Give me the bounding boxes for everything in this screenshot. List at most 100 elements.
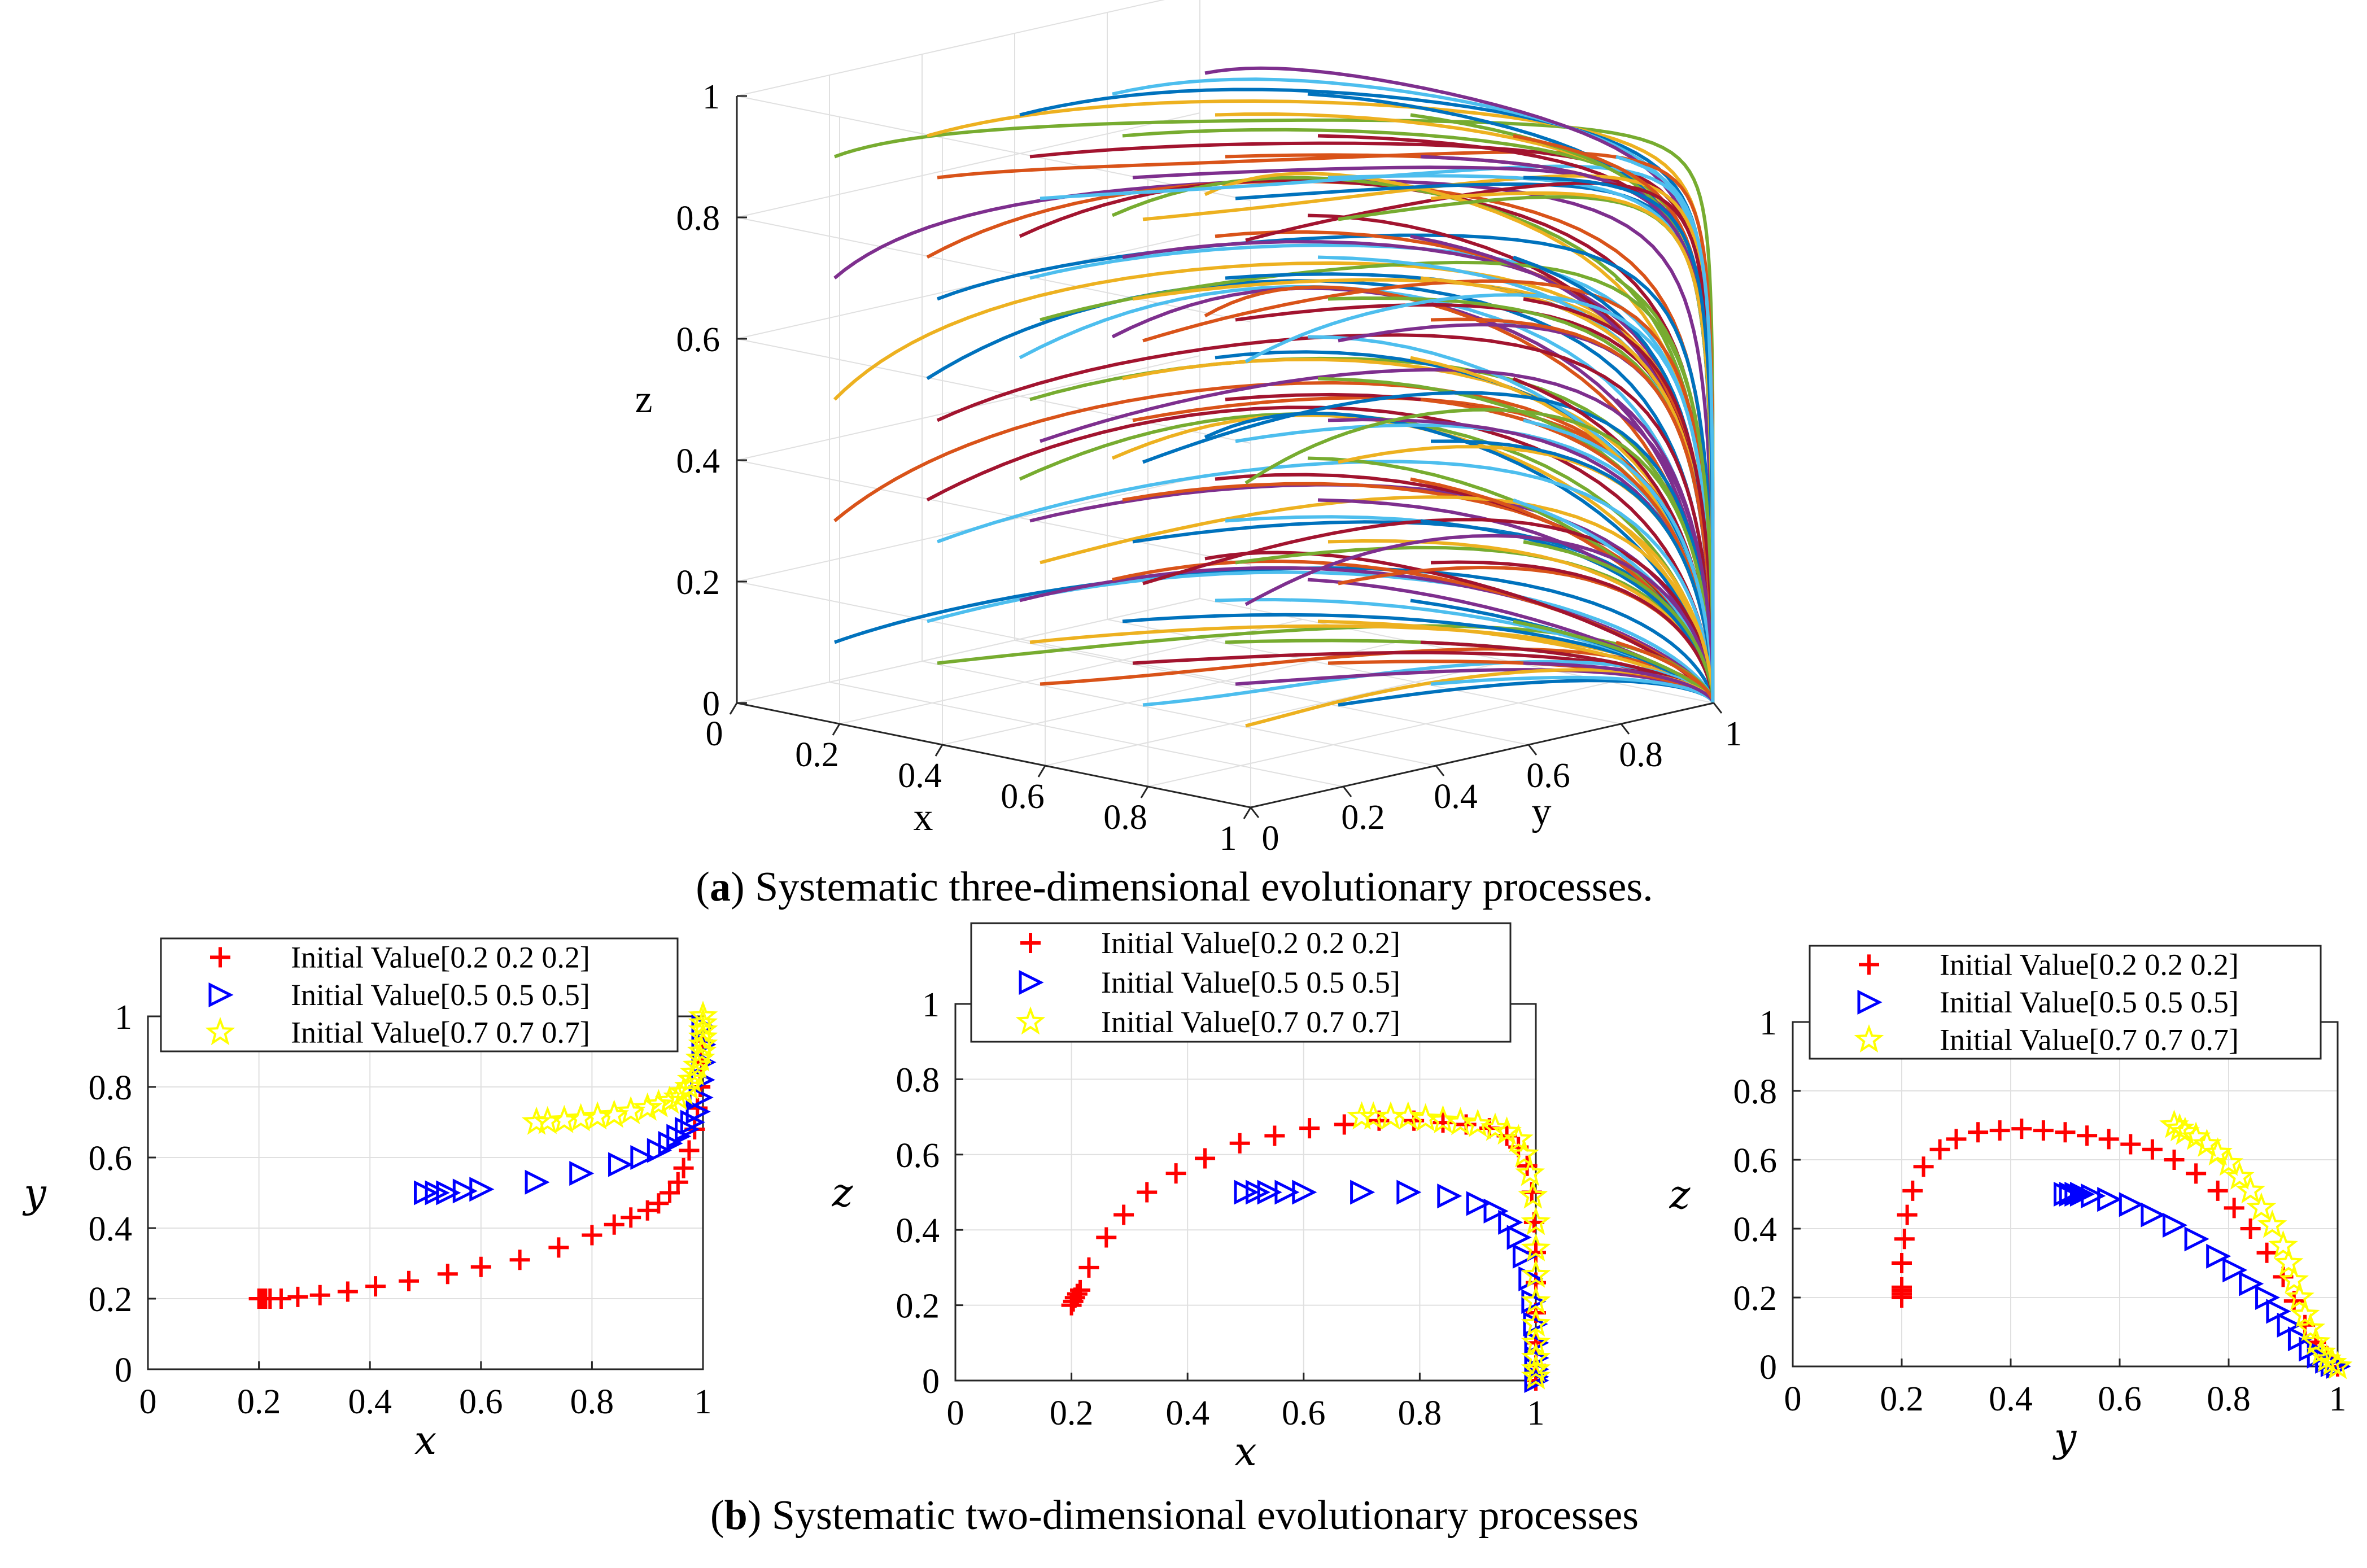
marker-star [1521, 1353, 1551, 1382]
x-axis-label: x [414, 1417, 436, 1464]
marker-star [1521, 1259, 1551, 1288]
x-tick [934, 744, 944, 757]
marker-triangle [1506, 1225, 1532, 1250]
marker-triangle [1483, 1198, 1509, 1224]
marker-triangle [469, 1177, 495, 1202]
marker-star [2203, 1137, 2233, 1166]
marker-star [2306, 1336, 2337, 1366]
x-tick-label: 0.6 [459, 1383, 503, 1421]
y-tick [1250, 807, 1260, 818]
grid-line [922, 661, 1436, 766]
x-tick-label: 1 [2329, 1380, 2347, 1418]
y-tick-label: 0.6 [896, 1137, 940, 1175]
marker-star [688, 1007, 718, 1036]
marker-plus [1894, 1229, 1915, 1250]
marker-plus [437, 1264, 458, 1285]
marker-plus [1264, 1125, 1285, 1146]
caption-b: (b) Systematic two-dimensional evolution… [710, 1492, 1639, 1539]
panel-b1-xy-plot: 00 0.2 0.2 0.4 0.4 0.6 0.6 0.8 0.8 1 1 x y Initial Va… [22, 937, 718, 1464]
marker-plus [2164, 1150, 2185, 1170]
marker-plus [679, 1140, 700, 1161]
grid-line [736, 95, 1251, 201]
y-tick-label: 0.8 [1619, 736, 1663, 774]
caption-b-text: Systematic two-dimensional evolutionary … [761, 1492, 1639, 1539]
marker-plus [399, 1270, 420, 1291]
marker-star [549, 1104, 579, 1133]
marker-plus [637, 1200, 658, 1221]
x-axis-label: x [914, 796, 933, 839]
x-tick-label: 0.4 [1165, 1394, 1209, 1432]
marker-plus [1859, 954, 1879, 975]
y-tick-label: 0 [1262, 819, 1279, 858]
grid-line [736, 581, 1251, 687]
x-tick-label: 0 [947, 1394, 964, 1432]
marker-plus [287, 1286, 308, 1307]
marker-triangle [1274, 1180, 1300, 1205]
marker-star [1015, 1006, 1046, 1035]
x-axis-line [736, 702, 1251, 809]
marker-triangle [1437, 1183, 1462, 1209]
y-tick-label: 0.4 [1434, 778, 1478, 816]
marker-plus [2033, 1120, 2054, 1141]
marker-star [566, 1103, 596, 1132]
x-tick-label: 0.8 [570, 1383, 614, 1421]
marker-plus [1897, 1204, 1918, 1225]
x-axis-label: y [2052, 1414, 2077, 1461]
marker-star [1410, 1103, 1441, 1132]
marker-plus [270, 1289, 291, 1309]
y-tick-label: 0 [922, 1362, 940, 1401]
z-tick-label: 0.8 [676, 199, 720, 238]
x-tick-label: 1 [1220, 819, 1237, 858]
grid-line [1045, 661, 1509, 766]
x-tick-label: 0 [139, 1383, 157, 1421]
x-tick [1243, 807, 1252, 819]
marker-plus [1892, 1277, 1912, 1298]
series-triangle-right [2054, 1181, 2351, 1379]
x-tick-label: 0 [706, 715, 723, 753]
marker-star [688, 1021, 718, 1050]
marker-star [2257, 1209, 2287, 1238]
marker-triangle [666, 1124, 692, 1149]
marker-plus [1989, 1120, 2010, 1141]
marker-plus [2142, 1139, 2163, 1160]
grid-line [839, 619, 1303, 724]
marker-star [688, 1015, 718, 1043]
x-tick-label: 0.2 [237, 1383, 281, 1421]
z-tick-label: 0.6 [676, 321, 720, 359]
marker-plus [1070, 1279, 1091, 1300]
marker-star [2322, 1351, 2353, 1379]
y-axis-label: z [1669, 1172, 1691, 1218]
marker-triangle [2141, 1202, 2166, 1228]
z-axis-label: z [635, 378, 652, 421]
series-star [1347, 1101, 1551, 1390]
marker-star [1521, 1207, 1551, 1235]
marker-star [2290, 1299, 2320, 1327]
y-tick-label: 0.8 [89, 1069, 133, 1107]
marker-triangle [1857, 989, 1883, 1015]
x-tick [729, 702, 738, 715]
y-tick-label: 0.8 [1733, 1073, 1778, 1111]
marker-plus [365, 1276, 386, 1297]
y-tick-label: 1 [922, 986, 940, 1024]
marker-star [582, 1101, 613, 1130]
grid-line [736, 460, 1251, 565]
marker-triangle [2206, 1243, 2231, 1269]
y-tick-label: 0.2 [89, 1281, 133, 1319]
marker-plus [1165, 1163, 1186, 1184]
y-axis-label: z [832, 1170, 854, 1216]
marker-plus [582, 1225, 602, 1246]
marker-plus [548, 1237, 569, 1258]
marker-triangle [1512, 1243, 1538, 1269]
y-tick-label: 0 [115, 1351, 132, 1390]
marker-star [2279, 1264, 2309, 1293]
marker-star [669, 1076, 698, 1105]
y-tick-label: 0.4 [1733, 1211, 1778, 1249]
y-tick-label: 0.8 [896, 1061, 940, 1099]
marker-star [1428, 1105, 1458, 1134]
x-tick-label: 0.6 [1282, 1394, 1326, 1432]
marker-star [2246, 1192, 2277, 1221]
series-triangle-right [1234, 1180, 1549, 1394]
marker-triangle [2064, 1181, 2090, 1207]
marker-plus [1078, 1257, 1099, 1278]
